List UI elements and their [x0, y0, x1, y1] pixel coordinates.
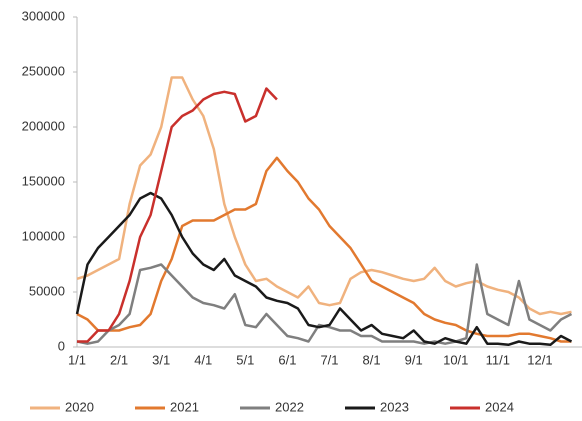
x-tick-label: 11/1: [486, 352, 510, 367]
x-tick-label: 8/1: [363, 352, 381, 367]
y-tick-label: 50000: [29, 283, 65, 298]
y-tick-label: 150000: [22, 173, 65, 188]
x-tick-label: 6/1: [278, 352, 296, 367]
legend-label: 2020: [65, 399, 94, 414]
y-tick-label: 0: [58, 338, 65, 353]
x-tick-label: 5/1: [236, 352, 254, 367]
series-line: [77, 87, 278, 343]
y-tick-label: 200000: [22, 118, 65, 133]
legend-label: 2023: [380, 399, 409, 414]
x-tick-label: 9/1: [405, 352, 423, 367]
x-tick-label: 3/1: [152, 352, 170, 367]
x-tick-label: 10/1: [443, 352, 468, 367]
x-tick-label: 1/1: [68, 352, 86, 367]
x-tick-label: 4/1: [194, 352, 212, 367]
legend-label: 2022: [275, 399, 304, 414]
x-tick-label: 12/1: [527, 352, 552, 367]
series-line: [76, 76, 572, 316]
x-tick-label: 2/1: [110, 352, 128, 367]
legend-label: 2024: [485, 399, 514, 414]
y-tick-label: 100000: [22, 228, 65, 243]
series-line: [76, 156, 572, 343]
series-line: [75, 191, 573, 347]
y-tick-label: 300000: [22, 8, 65, 23]
y-tick-label: 250000: [22, 63, 65, 78]
legend-label: 2021: [170, 399, 199, 414]
x-tick-label: 7/1: [320, 352, 338, 367]
